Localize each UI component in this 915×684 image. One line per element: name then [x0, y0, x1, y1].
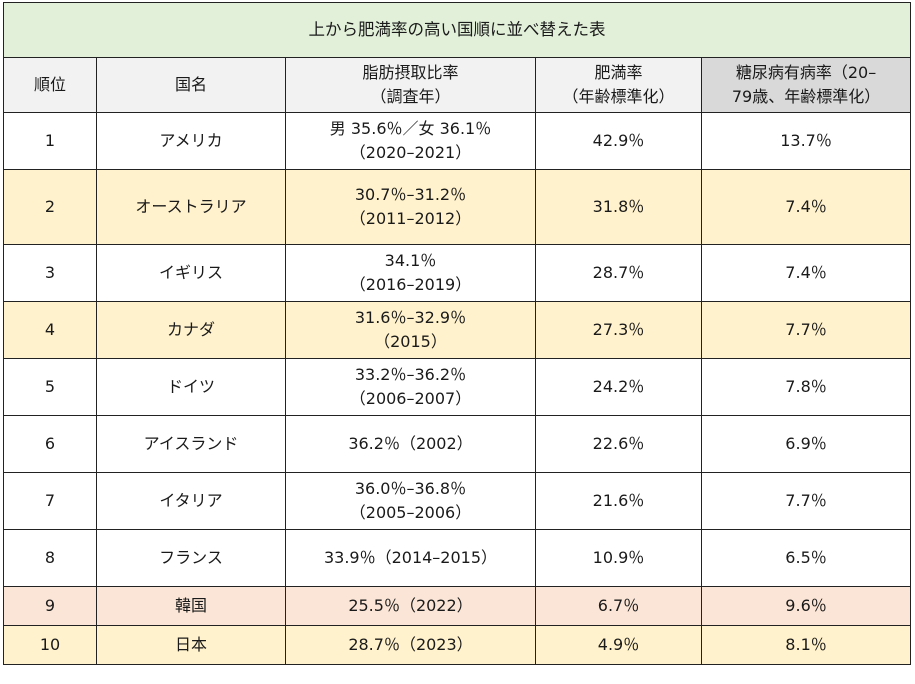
rank-cell: 1 [3, 112, 97, 170]
fat-intake-year: （2006–2007） [349, 389, 472, 408]
obesity-cell: 42.9％ [535, 112, 702, 170]
diabetes-cell: 8.1％ [700, 625, 912, 665]
obesity-cell: 21.6％ [535, 472, 702, 530]
table-row: 9 韓国 25.5％（2022） 6.7％ 9.6％ [3, 586, 912, 626]
obesity-cell: 4.9％ [535, 625, 702, 665]
fat-intake-value: 男 35.6％／女 36.1％ [329, 119, 492, 138]
fat-intake-value: 31.6％–32.9％ [354, 308, 467, 327]
fat-intake-cell: 30.7％–31.2％ （2011–2012） [285, 169, 536, 245]
fat-intake-cell: 34.1％ （2016–2019） [285, 244, 536, 302]
obesity-cell: 22.6％ [535, 415, 702, 473]
fat-intake-year: （2016–2019） [349, 275, 472, 294]
diabetes-cell: 7.8％ [700, 358, 912, 416]
diabetes-cell: 13.7％ [700, 112, 912, 170]
fat-intake-cell: 36.0％–36.8％ （2005–2006） [285, 472, 536, 530]
obesity-cell: 10.9％ [535, 529, 702, 587]
country-cell: カナダ [96, 301, 286, 359]
country-cell: アイスランド [96, 415, 286, 473]
country-cell: フランス [96, 529, 286, 587]
diabetes-cell: 7.7％ [700, 472, 912, 530]
fat-intake-cell: 28.7％（2023） [285, 625, 536, 665]
header-diabetes-line1: 糖尿病有病率（20– [735, 63, 877, 82]
obesity-cell: 28.7％ [535, 244, 702, 302]
header-fat-line2: （調査年） [370, 87, 451, 106]
table-row: 1 アメリカ 男 35.6％／女 36.1％ （2020–2021） 42.9％… [3, 112, 912, 170]
fat-intake-year: （2011–2012） [349, 209, 472, 228]
header-obesity-line1: 肥満率 [594, 63, 643, 82]
country-cell: イギリス [96, 244, 286, 302]
header-obesity-rate: 肥満率 （年齢標準化） [535, 57, 702, 113]
rank-cell: 8 [3, 529, 97, 587]
rank-cell: 10 [3, 625, 97, 665]
header-country: 国名 [96, 57, 286, 113]
rank-cell: 4 [3, 301, 97, 359]
fat-intake-cell: 33.2％–36.2％ （2006–2007） [285, 358, 536, 416]
diabetes-cell: 7.4％ [700, 244, 912, 302]
fat-intake-cell: 男 35.6％／女 36.1％ （2020–2021） [285, 112, 536, 170]
country-cell: ドイツ [96, 358, 286, 416]
table-row: 3 イギリス 34.1％ （2016–2019） 28.7％ 7.4％ [3, 244, 912, 302]
obesity-cell: 27.3％ [535, 301, 702, 359]
diabetes-cell: 6.9％ [700, 415, 912, 473]
table-row: 7 イタリア 36.0％–36.8％ （2005–2006） 21.6％ 7.7… [3, 472, 912, 530]
table-row: 4 カナダ 31.6％–32.9％ （2015） 27.3％ 7.7％ [3, 301, 912, 359]
rank-cell: 3 [3, 244, 97, 302]
rank-cell: 9 [3, 586, 97, 626]
fat-intake-cell: 31.6％–32.9％ （2015） [285, 301, 536, 359]
rank-cell: 6 [3, 415, 97, 473]
country-cell: イタリア [96, 472, 286, 530]
rank-cell: 2 [3, 169, 97, 245]
country-cell: 韓国 [96, 586, 286, 626]
obesity-cell: 31.8％ [535, 169, 702, 245]
country-cell: 日本 [96, 625, 286, 665]
table-title: 上から肥満率の高い国順に並べ替えた表 [2, 2, 912, 58]
table-row: 5 ドイツ 33.2％–36.2％ （2006–2007） 24.2％ 7.8％ [3, 358, 912, 416]
header-row: 順位 国名 脂肪摂取比率 （調査年） 肥満率 （年齢標準化） 糖尿病有病率（20… [3, 57, 912, 113]
diabetes-cell: 9.6％ [700, 586, 912, 626]
obesity-cell: 6.7％ [535, 586, 702, 626]
fat-intake-cell: 33.9％（2014–2015） [285, 529, 536, 587]
header-fat-intake: 脂肪摂取比率 （調査年） [285, 57, 536, 113]
fat-intake-year: （2015） [374, 332, 447, 351]
diabetes-cell: 7.4％ [700, 169, 912, 245]
header-fat-line1: 脂肪摂取比率 [362, 63, 459, 82]
country-cell: アメリカ [96, 112, 286, 170]
diabetes-cell: 7.7％ [700, 301, 912, 359]
diabetes-cell: 6.5％ [700, 529, 912, 587]
fat-intake-value: 33.2％–36.2％ [354, 365, 467, 384]
table-row: 10 日本 28.7％（2023） 4.9％ 8.1％ [3, 625, 912, 665]
fat-intake-year: （2020–2021） [349, 143, 472, 162]
fat-intake-value: 34.1％ [384, 251, 437, 270]
fat-intake-cell: 25.5％（2022） [285, 586, 536, 626]
fat-intake-cell: 36.2％（2002） [285, 415, 536, 473]
obesity-ranking-table: 上から肥満率の高い国順に並べ替えた表 順位 国名 脂肪摂取比率 （調査年） 肥満… [2, 2, 912, 665]
header-obesity-line2: （年齢標準化） [562, 87, 675, 106]
fat-intake-year: （2005–2006） [349, 503, 472, 522]
fat-intake-value: 30.7％–31.2％ [354, 185, 467, 204]
header-rank: 順位 [3, 57, 97, 113]
rank-cell: 7 [3, 472, 97, 530]
header-diabetes-rate: 糖尿病有病率（20– 79歳、年齢標準化） [700, 57, 912, 113]
header-diabetes-line2: 79歳、年齢標準化） [731, 87, 881, 106]
table-row: 8 フランス 33.9％（2014–2015） 10.9％ 6.5％ [3, 529, 912, 587]
table-row: 6 アイスランド 36.2％（2002） 22.6％ 6.9％ [3, 415, 912, 473]
rank-cell: 5 [3, 358, 97, 416]
fat-intake-value: 36.0％–36.8％ [354, 479, 467, 498]
obesity-cell: 24.2％ [535, 358, 702, 416]
table-row: 2 オーストラリア 30.7％–31.2％ （2011–2012） 31.8％ … [3, 169, 912, 245]
country-cell: オーストラリア [96, 169, 286, 245]
